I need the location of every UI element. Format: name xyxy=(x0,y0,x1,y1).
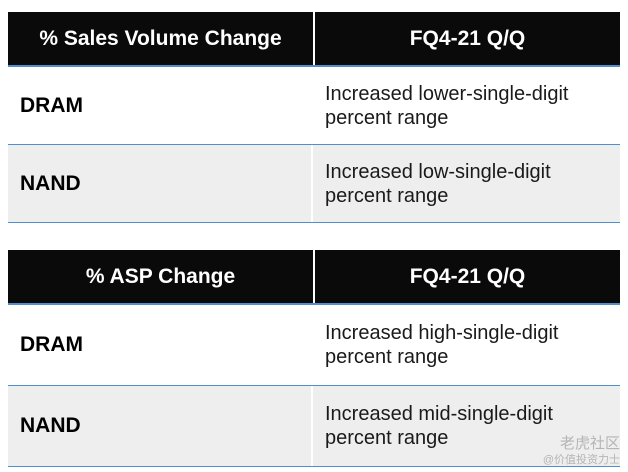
table-row: NAND Increased mid-single-digit percent … xyxy=(8,386,620,467)
change-cell: Increased lower-single-digit percent ran… xyxy=(325,82,569,129)
table-header: % Sales Volume Change FQ4-21 Q/Q xyxy=(8,12,620,67)
header-metric: % ASP Change xyxy=(8,250,315,303)
change-cell: Increased high-single-digit percent rang… xyxy=(325,322,559,368)
table-row: DRAM Increased high-single-digit percent… xyxy=(8,305,620,386)
table-row: NAND Increased low-single-digit percent … xyxy=(8,145,620,223)
product-cell: NAND xyxy=(8,145,313,222)
watermark: 老虎社区 @价值投资力士 xyxy=(543,436,620,468)
table-row: DRAM Increased lower-single-digit percen… xyxy=(8,67,620,145)
change-cell: Increased low-single-digit percent range xyxy=(325,160,551,207)
product-cell: NAND xyxy=(8,386,313,466)
asp-table: % ASP Change FQ4-21 Q/Q DRAM Increased h… xyxy=(8,250,620,467)
header-period: FQ4-21 Q/Q xyxy=(409,264,526,288)
change-cell: Increased mid-single-digit percent range xyxy=(325,403,553,449)
watermark-author: @价值投资力士 xyxy=(542,454,620,466)
table-header: % ASP Change FQ4-21 Q/Q xyxy=(8,250,620,305)
watermark-site: 老虎社区 xyxy=(559,435,620,452)
product-cell: DRAM xyxy=(8,67,313,144)
header-metric: % Sales Volume Change xyxy=(8,12,315,65)
header-period: FQ4-21 Q/Q xyxy=(409,26,526,50)
product-cell: DRAM xyxy=(8,305,313,385)
sales-volume-table: % Sales Volume Change FQ4-21 Q/Q DRAM In… xyxy=(8,12,620,223)
